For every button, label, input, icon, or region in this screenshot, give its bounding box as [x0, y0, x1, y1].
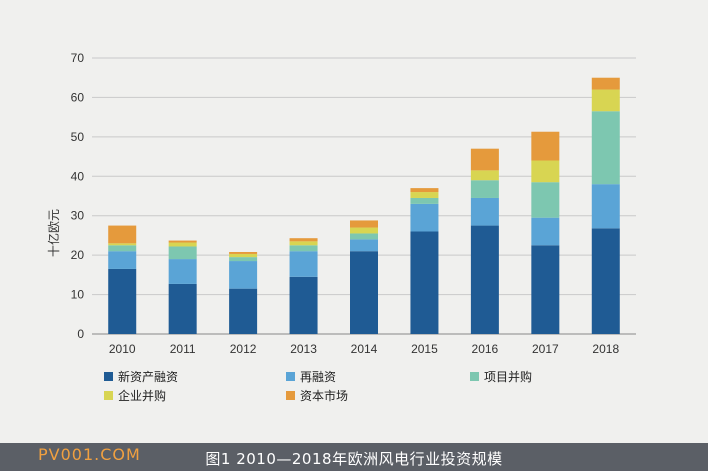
- x-axis-ticks: 2010 2011 2012 2013 2014 2015 2016 2017 2018: [109, 342, 620, 356]
- y-tick-label: 70: [71, 51, 85, 65]
- x-tick-label: 2015: [411, 342, 438, 356]
- watermark: PV001.COM: [38, 445, 141, 464]
- bar-segment: [108, 225, 137, 244]
- bar-segment: [229, 288, 258, 334]
- bar-segment: [229, 257, 258, 262]
- y-tick-label: 20: [71, 248, 85, 262]
- y-tick-label: 0: [77, 327, 84, 341]
- y-tick-label: 10: [71, 288, 85, 302]
- bar-segment: [470, 225, 499, 334]
- bar-segment: [350, 227, 378, 234]
- bar-segment: [410, 203, 439, 232]
- bar-segment: [591, 111, 620, 185]
- legend-swatch: [104, 372, 113, 381]
- legend-label: 资本市场: [300, 388, 348, 403]
- bar-segment: [410, 197, 439, 204]
- bar-segment: [410, 231, 439, 334]
- caption-bar: PV001.COM 图1 2010—2018年欧洲风电行业投资规模: [0, 443, 708, 471]
- bar-segment: [168, 242, 197, 247]
- bar-segment: [108, 243, 137, 246]
- y-tick-label: 30: [71, 209, 85, 223]
- bar-segment: [470, 180, 499, 198]
- y-tick-label: 40: [71, 169, 85, 183]
- bar-segment: [229, 253, 258, 258]
- x-tick-label: 2011: [170, 342, 196, 356]
- bar-segment: [168, 246, 197, 260]
- legend-swatch: [470, 372, 479, 381]
- legend-item: 新资产融资: [104, 369, 178, 384]
- legend-swatch: [286, 391, 295, 400]
- legend-label: 企业并购: [118, 388, 166, 403]
- legend-label: 项目并购: [484, 369, 532, 384]
- bar-segment: [410, 188, 439, 193]
- bar-segment: [350, 239, 378, 252]
- bar-segment: [229, 261, 258, 289]
- bar-segment: [531, 217, 560, 246]
- x-tick-label: 2012: [230, 342, 257, 356]
- bar-segment: [289, 238, 318, 242]
- y-axis-label: 十亿欧元: [46, 209, 61, 257]
- bar-segment: [350, 220, 378, 228]
- bar-segment: [591, 228, 620, 334]
- bar-segment: [289, 241, 318, 246]
- bar-segment: [289, 276, 318, 334]
- bar-segment: [289, 245, 318, 252]
- bars: [108, 77, 620, 334]
- bar-segment: [470, 170, 499, 181]
- legend-item: 资本市场: [286, 388, 348, 403]
- x-tick-label: 2017: [532, 342, 559, 356]
- bar-segment: [108, 251, 137, 269]
- legend-label: 新资产融资: [118, 369, 178, 384]
- bar-segment: [531, 160, 560, 183]
- bar-segment: [591, 89, 620, 112]
- legend-swatch: [286, 372, 295, 381]
- bar-segment: [350, 233, 378, 240]
- bar-segment: [531, 245, 560, 334]
- y-tick-label: 50: [71, 130, 85, 144]
- legend-item: 再融资: [286, 370, 336, 384]
- stacked-bar-chart: 0 10 20 30 40 50 60 70 2010 2011 2012 2013 2014 2015…: [46, 51, 636, 403]
- x-tick-label: 2016: [472, 342, 499, 356]
- legend-label: 再融资: [300, 370, 336, 384]
- x-tick-label: 2018: [592, 342, 619, 356]
- x-tick-label: 2013: [290, 342, 317, 356]
- bar-segment: [410, 192, 439, 198]
- bar-segment: [289, 251, 318, 277]
- bar-segment: [470, 148, 499, 171]
- legend-item: 企业并购: [104, 388, 166, 403]
- y-axis-ticks: 0 10 20 30 40 50 60 70: [71, 51, 85, 341]
- figure-caption: 图1 2010—2018年欧洲风电行业投资规模: [205, 450, 503, 468]
- bar-segment: [229, 251, 258, 254]
- bar-segment: [591, 184, 620, 229]
- bar-segment: [168, 259, 197, 284]
- x-tick-label: 2014: [351, 342, 378, 356]
- bar-segment: [108, 268, 137, 334]
- bar-segment: [531, 182, 560, 218]
- legend-item: 项目并购: [470, 369, 532, 384]
- bar-segment: [591, 77, 620, 90]
- bar-segment: [531, 131, 560, 161]
- x-tick-label: 2010: [109, 342, 136, 356]
- bar-segment: [168, 240, 197, 243]
- bar-segment: [350, 251, 378, 334]
- bar-segment: [108, 245, 137, 252]
- y-tick-label: 60: [71, 90, 85, 104]
- bar-segment: [168, 283, 197, 334]
- bar-segment: [470, 197, 499, 226]
- legend-swatch: [104, 391, 113, 400]
